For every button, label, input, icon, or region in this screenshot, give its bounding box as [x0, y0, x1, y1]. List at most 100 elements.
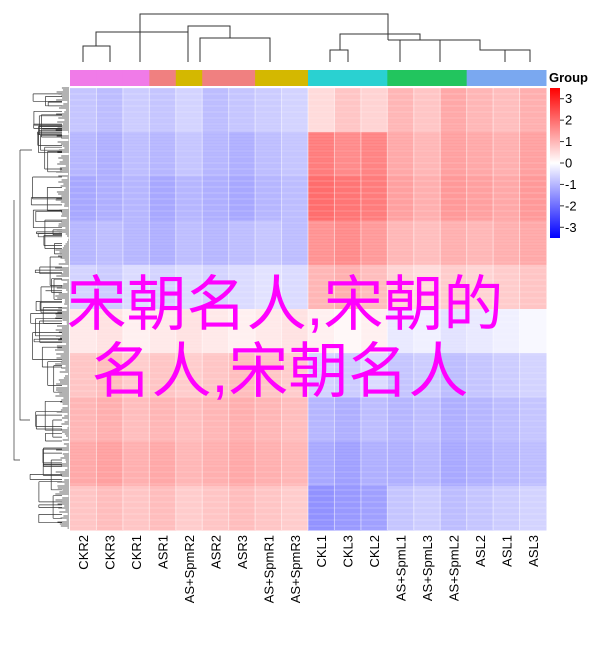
heatmap-cell	[255, 397, 283, 443]
heatmap-cell	[149, 441, 177, 487]
heatmap-cell	[255, 132, 283, 177]
heatmap-cell	[202, 309, 230, 354]
heatmap-cell	[122, 220, 150, 266]
heatmap-cell	[202, 88, 230, 133]
heatmap-cell	[387, 441, 415, 487]
key-tick-label: -1	[565, 177, 577, 192]
heatmap-cell	[70, 132, 97, 177]
group-bar	[255, 70, 283, 86]
heatmap-cell	[228, 176, 256, 222]
heatmap-cell	[334, 309, 362, 354]
heatmap-cell	[493, 176, 521, 222]
column-label: AS+SpmL1	[394, 535, 409, 601]
heatmap-cell	[281, 485, 309, 531]
heatmap-cell	[387, 309, 415, 354]
heatmap-cell	[440, 220, 468, 266]
heatmap-cell	[70, 176, 97, 222]
heatmap-cell	[360, 353, 388, 398]
heatmap-cell	[281, 88, 309, 133]
heatmap-cell	[308, 485, 335, 531]
heatmap-cell	[334, 220, 362, 266]
heatmap-cell	[281, 220, 309, 266]
heatmap-cell	[122, 264, 150, 310]
heatmap-cell	[96, 220, 124, 266]
heatmap-cell	[413, 485, 441, 531]
heatmap-cell	[360, 88, 388, 133]
heatmap-cell	[493, 309, 521, 354]
heatmap-cell	[255, 353, 283, 398]
heatmap-cell	[308, 88, 335, 133]
key-tick-label: -2	[565, 198, 577, 213]
heatmap-cell	[96, 397, 124, 443]
heatmap-cell	[387, 132, 415, 177]
heatmap-cell	[466, 353, 494, 398]
heatmap-cell	[440, 264, 468, 310]
heatmap-cell	[334, 353, 362, 398]
column-label: CKL1	[314, 535, 329, 568]
heatmap-cell	[228, 485, 256, 531]
heatmap-cell	[202, 353, 230, 398]
heatmap-cell	[334, 132, 362, 177]
heatmap-cell	[519, 264, 547, 310]
heatmap-cell	[281, 176, 309, 222]
column-label: ASL3	[526, 535, 541, 567]
heatmap-cell	[149, 220, 177, 266]
heatmap-cell	[493, 441, 521, 487]
group-bar	[334, 70, 362, 86]
heatmap-cell	[149, 132, 177, 177]
heatmap-cell	[334, 88, 362, 133]
heatmap-cell	[413, 397, 441, 443]
heatmap-cell	[228, 132, 256, 177]
heatmap-cell	[308, 309, 335, 354]
heatmap-cell	[149, 309, 177, 354]
group-bar	[360, 70, 388, 86]
heatmap-cell	[440, 485, 468, 531]
group-bar	[228, 70, 256, 86]
heatmap-cell	[202, 397, 230, 443]
heatmap-cell	[466, 176, 494, 222]
heatmap-cell	[413, 353, 441, 398]
top-dendrogram	[82, 13, 531, 62]
heatmap-cell	[122, 485, 150, 531]
heatmap-cell	[96, 132, 124, 177]
heatmap-cell	[440, 397, 468, 443]
heatmap-cell	[281, 441, 309, 487]
column-label: CKR2	[76, 535, 91, 570]
heatmap-cell	[175, 397, 203, 443]
heatmap-cell	[122, 397, 150, 443]
key-tick-label: 3	[565, 91, 572, 106]
heatmap-cell	[70, 220, 97, 266]
heatmap-cell	[70, 441, 97, 487]
heatmap-cell	[466, 309, 494, 354]
heatmap-cell	[360, 485, 388, 531]
heatmap-cell	[228, 88, 256, 133]
heatmap-cell	[255, 441, 283, 487]
heatmap-cell	[519, 132, 547, 177]
heatmap-cell	[519, 485, 547, 531]
group-bar	[387, 70, 415, 86]
heatmap-cell	[175, 309, 203, 354]
heatmap-cell	[387, 176, 415, 222]
heatmap-cell	[281, 353, 309, 398]
heatmap-cell	[360, 220, 388, 266]
group-bar	[149, 70, 177, 86]
column-label: CKL3	[341, 535, 356, 568]
heatmap-cell	[175, 88, 203, 133]
column-label: ASR2	[208, 535, 223, 569]
heatmap-cell	[387, 353, 415, 398]
heatmap-cell	[281, 132, 309, 177]
heatmap-cell	[493, 132, 521, 177]
heatmap-cell	[334, 264, 362, 310]
heatmap-cell	[202, 132, 230, 177]
heatmap-cell	[387, 397, 415, 443]
heatmap-cell	[413, 441, 441, 487]
heatmap-cell	[96, 264, 124, 310]
heatmap-cell	[308, 264, 335, 310]
heatmap-cell	[202, 485, 230, 531]
heatmap-cell	[149, 353, 177, 398]
heatmap-cell	[175, 176, 203, 222]
heatmap-cell	[228, 220, 256, 266]
heatmap-cell	[413, 132, 441, 177]
heatmap-cell	[202, 264, 230, 310]
